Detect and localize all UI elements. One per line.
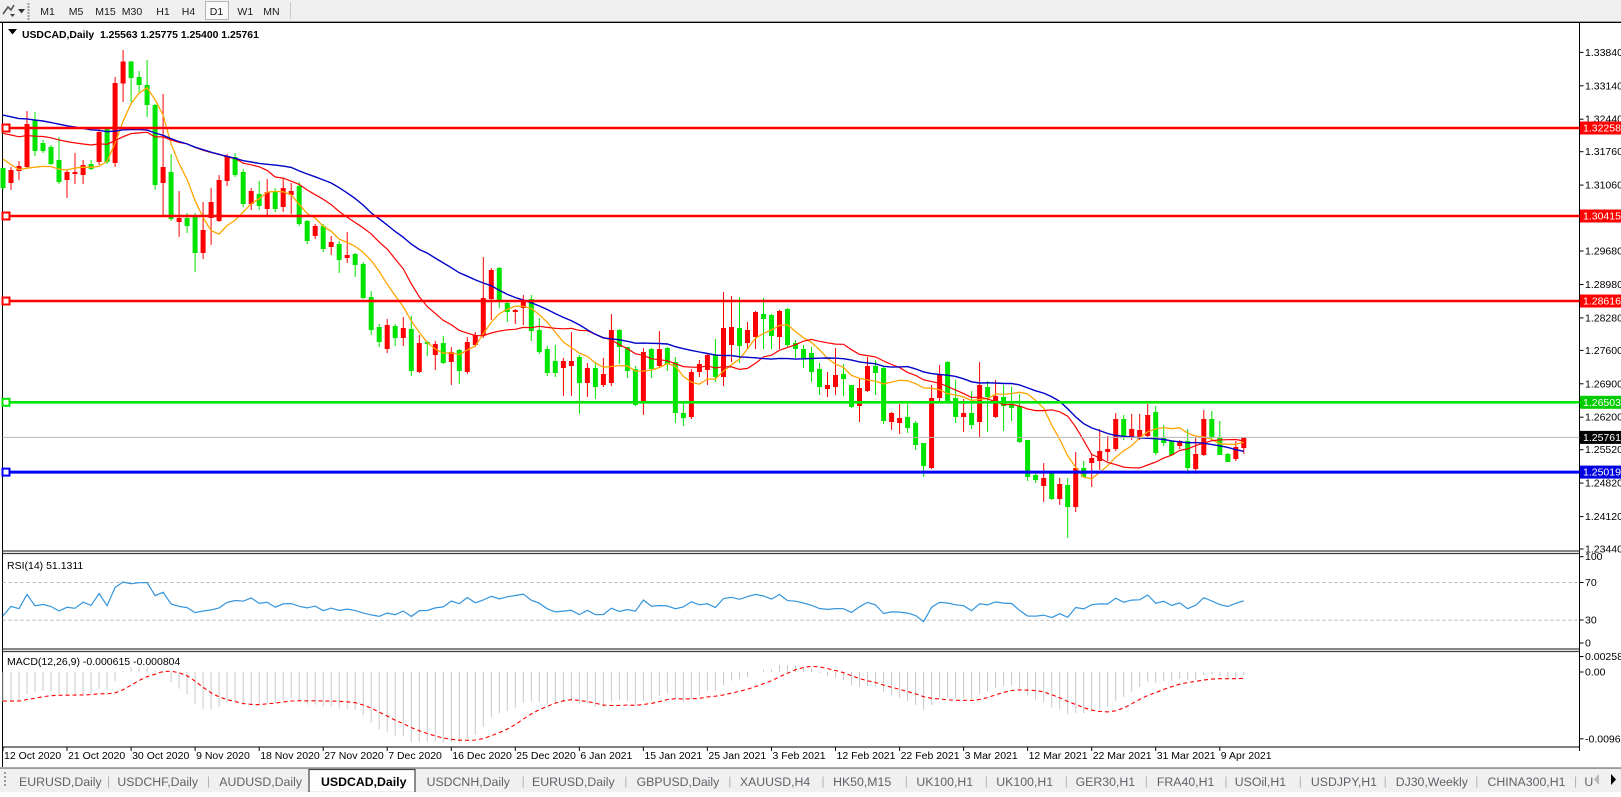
svg-text:UK100,H1: UK100,H1 (916, 775, 973, 789)
svg-text:EURUSD,Daily: EURUSD,Daily (19, 775, 103, 789)
svg-text:1.31060: 1.31060 (1585, 180, 1621, 192)
svg-text:|: | (822, 774, 825, 788)
svg-text:12 Mar 2021: 12 Mar 2021 (1029, 750, 1088, 762)
svg-text:H1: H1 (156, 6, 170, 18)
svg-text:1.23440: 1.23440 (1585, 544, 1621, 556)
svg-text:GER30,H1: GER30,H1 (1076, 775, 1136, 789)
svg-text:22 Mar 2021: 22 Mar 2021 (1093, 750, 1152, 762)
svg-text:1.25019: 1.25019 (1583, 467, 1621, 479)
svg-text:27 Nov 2020: 27 Nov 2020 (324, 750, 384, 762)
svg-text:|: | (1224, 774, 1227, 788)
svg-text:USDCAD,Daily 1.25563 1.25775: USDCAD,Daily 1.25563 1.25775 1.25400 1.2… (22, 30, 259, 41)
svg-text:1.27600: 1.27600 (1585, 345, 1621, 357)
svg-text:UK100,H1: UK100,H1 (996, 775, 1053, 789)
svg-text:1.26900: 1.26900 (1585, 378, 1621, 390)
svg-text:18 Nov 2020: 18 Nov 2020 (260, 750, 320, 762)
svg-text:22 Feb 2021: 22 Feb 2021 (901, 750, 960, 762)
svg-text:1.24120: 1.24120 (1585, 511, 1621, 523)
svg-text:|: | (728, 774, 731, 788)
svg-text:25 Dec 2020: 25 Dec 2020 (516, 750, 576, 762)
svg-text:1.24820: 1.24820 (1585, 478, 1621, 490)
svg-text:M15: M15 (95, 6, 116, 18)
svg-text:1.29680: 1.29680 (1585, 246, 1621, 258)
svg-text:|: | (905, 774, 908, 788)
svg-text:RSI(14) 51.1311: RSI(14) 51.1311 (7, 560, 83, 572)
svg-text:DJ30,Weekly: DJ30,Weekly (1396, 775, 1469, 789)
svg-text:|: | (1145, 774, 1148, 788)
svg-text:USDCNH,Daily: USDCNH,Daily (427, 775, 511, 789)
svg-text:H4: H4 (182, 6, 196, 18)
svg-text:D1: D1 (210, 6, 224, 18)
svg-text:25 Jan 2021: 25 Jan 2021 (708, 750, 766, 762)
svg-text:1.25520: 1.25520 (1585, 444, 1621, 456)
svg-text:|: | (624, 774, 627, 788)
svg-text:6 Jan 2021: 6 Jan 2021 (580, 750, 632, 762)
svg-text:|: | (985, 774, 988, 788)
svg-text:1.31760: 1.31760 (1585, 146, 1621, 158)
svg-text:21 Oct 2020: 21 Oct 2020 (68, 750, 125, 762)
svg-text:12 Feb 2021: 12 Feb 2021 (837, 750, 896, 762)
svg-text:M1: M1 (40, 6, 55, 18)
svg-text:1.30415: 1.30415 (1583, 211, 1621, 223)
svg-text:M5: M5 (69, 6, 84, 18)
svg-text:USDJPY,H1: USDJPY,H1 (1311, 775, 1377, 789)
svg-text:AUDUSD,Daily: AUDUSD,Daily (219, 775, 303, 789)
svg-text:15 Jan 2021: 15 Jan 2021 (644, 750, 702, 762)
svg-text:30: 30 (1585, 615, 1597, 627)
svg-text:0: 0 (1585, 638, 1591, 650)
svg-text:1.28980: 1.28980 (1585, 279, 1621, 291)
svg-text:1.32258: 1.32258 (1583, 123, 1621, 135)
svg-text:3 Mar 2021: 3 Mar 2021 (965, 750, 1018, 762)
svg-text:W1: W1 (237, 6, 253, 18)
svg-text:|: | (1475, 774, 1478, 788)
svg-text:CHINA300,H1: CHINA300,H1 (1488, 775, 1566, 789)
svg-text:70: 70 (1585, 577, 1597, 589)
svg-text:30 Oct 2020: 30 Oct 2020 (132, 750, 189, 762)
svg-text:|: | (1574, 774, 1577, 788)
svg-text:9 Nov 2020: 9 Nov 2020 (196, 750, 250, 762)
svg-text:HK50,M15: HK50,M15 (833, 775, 891, 789)
svg-text:MACD(12,26,9) -0.000615 -0.000: MACD(12,26,9) -0.000615 -0.000804 (7, 656, 181, 668)
svg-text:0.00: 0.00 (1585, 667, 1606, 679)
svg-text:|: | (522, 774, 525, 788)
svg-text:FRA40,H1: FRA40,H1 (1157, 775, 1215, 789)
svg-text:USOil,H1: USOil,H1 (1235, 775, 1286, 789)
svg-text:|: | (207, 774, 210, 788)
svg-text:1.28616: 1.28616 (1583, 296, 1621, 308)
svg-text:1.33840: 1.33840 (1585, 47, 1621, 59)
svg-text:USDCAD,Daily: USDCAD,Daily (321, 775, 407, 789)
svg-text:|: | (1065, 774, 1068, 788)
svg-text:|: | (1299, 774, 1302, 788)
svg-text:9 Apr 2021: 9 Apr 2021 (1221, 750, 1272, 762)
svg-text:1.26503: 1.26503 (1583, 397, 1621, 409)
svg-text:1.28280: 1.28280 (1585, 312, 1621, 324)
svg-text:GBPUSD,Daily: GBPUSD,Daily (637, 775, 721, 789)
svg-text:|: | (1384, 774, 1387, 788)
svg-text:1.25761: 1.25761 (1583, 432, 1621, 444)
svg-text:0.00258: 0.00258 (1585, 651, 1621, 663)
svg-text:100: 100 (1585, 551, 1603, 563)
svg-text:MN: MN (263, 6, 279, 18)
svg-text:EURUSD,Daily: EURUSD,Daily (532, 775, 616, 789)
svg-text:|: | (107, 774, 110, 788)
svg-text:1.33140: 1.33140 (1585, 80, 1621, 92)
svg-text:XAUUSD,H4: XAUUSD,H4 (740, 775, 811, 789)
svg-text:3 Feb 2021: 3 Feb 2021 (773, 750, 826, 762)
svg-text:U: U (1584, 775, 1593, 789)
svg-text:7 Dec 2020: 7 Dec 2020 (388, 750, 442, 762)
svg-text:USDCHF,Daily: USDCHF,Daily (117, 775, 198, 789)
svg-text:M30: M30 (122, 6, 143, 18)
svg-text:16 Dec 2020: 16 Dec 2020 (452, 750, 512, 762)
svg-text:1.26200: 1.26200 (1585, 412, 1621, 424)
svg-text:12 Oct 2020: 12 Oct 2020 (4, 750, 61, 762)
svg-text:-0.009687: -0.009687 (1585, 733, 1621, 745)
svg-text:31 Mar 2021: 31 Mar 2021 (1157, 750, 1216, 762)
